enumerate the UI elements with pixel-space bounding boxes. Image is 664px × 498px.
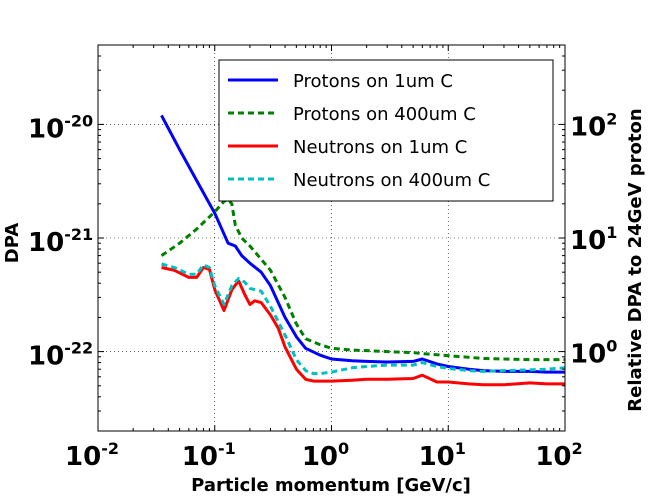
x-tick-label: 10-1 bbox=[182, 439, 236, 472]
x-tick-exponent: -2 bbox=[101, 439, 119, 458]
axis-ticks bbox=[97, 44, 566, 432]
series-lines bbox=[160, 114, 566, 387]
tick-labels: 10-2 10-1 100 101 10210-2210-2110-2010010110… bbox=[28, 109, 617, 472]
y2-tick-exponent: 1 bbox=[606, 223, 617, 242]
x-tick-exponent: 1 bbox=[455, 439, 466, 458]
y-tick-base: 10 bbox=[28, 342, 64, 372]
y-tick-label: 10-20 bbox=[28, 111, 93, 144]
legend-box bbox=[218, 59, 554, 202]
x-tick-exponent: -1 bbox=[218, 439, 236, 458]
y-tick-exponent: -22 bbox=[64, 339, 93, 358]
y2-tick-exponent: 2 bbox=[606, 109, 617, 128]
y-tick-base: 10 bbox=[28, 228, 64, 258]
y-axis-label: DPA bbox=[2, 223, 23, 263]
series-line-2 bbox=[160, 197, 565, 362]
x-tick-base: 10 bbox=[182, 442, 218, 472]
y2-tick-label: 101 bbox=[570, 223, 617, 256]
x-axis-label: Particle momentum [GeV/c] bbox=[191, 475, 471, 496]
x-tick-label: 102 bbox=[535, 439, 582, 472]
x-tick-base: 10 bbox=[419, 442, 455, 472]
x-tick-label: 10-2 bbox=[65, 439, 119, 472]
x-tick-label: 101 bbox=[419, 439, 466, 472]
x-tick-base: 10 bbox=[535, 442, 571, 472]
legend-label-3: Neutrons on 1um C bbox=[293, 137, 467, 158]
legend: Protons on 1um C Protons on 400um C Neutro… bbox=[218, 59, 554, 202]
x-tick-base: 10 bbox=[65, 442, 101, 472]
legend-label-1: Protons on 1um C bbox=[293, 71, 453, 92]
y2-tick-label: 102 bbox=[570, 109, 617, 142]
y2-tick-base: 10 bbox=[570, 112, 606, 142]
series-line-4 bbox=[161, 262, 566, 376]
y-tick-exponent: -20 bbox=[64, 111, 93, 130]
y2-axis-label: Relative DPA to 24GeV proton bbox=[625, 108, 646, 411]
x-tick-label: 100 bbox=[302, 439, 349, 472]
y2-tick-base: 10 bbox=[570, 226, 606, 256]
x-tick-exponent: 0 bbox=[338, 439, 349, 458]
y2-tick-label: 100 bbox=[570, 337, 617, 370]
y-tick-label: 10-21 bbox=[28, 225, 93, 258]
legend-label-2: Protons on 400um C bbox=[293, 104, 476, 125]
y2-tick-base: 10 bbox=[570, 340, 606, 370]
series-line-1 bbox=[160, 114, 565, 374]
y-tick-exponent: -21 bbox=[64, 225, 93, 244]
y-tick-label: 10-22 bbox=[28, 339, 93, 372]
legend-label-4: Neutrons on 400um C bbox=[293, 170, 490, 191]
y-tick-base: 10 bbox=[28, 114, 64, 144]
x-tick-exponent: 2 bbox=[572, 439, 583, 458]
y2-tick-exponent: 0 bbox=[606, 337, 617, 356]
x-tick-base: 10 bbox=[302, 442, 338, 472]
